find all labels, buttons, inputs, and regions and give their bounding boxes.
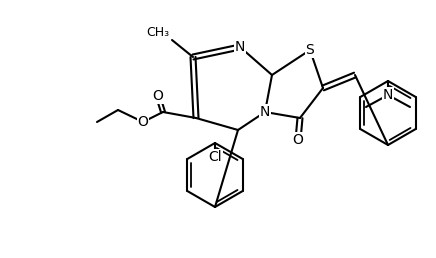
Text: N: N (235, 40, 245, 54)
Text: O: O (293, 133, 303, 147)
Text: N: N (260, 105, 270, 119)
Text: N: N (383, 88, 393, 102)
Text: S: S (306, 43, 314, 57)
Text: Cl: Cl (208, 150, 222, 164)
Text: O: O (138, 115, 148, 129)
Text: CH₃: CH₃ (146, 27, 170, 39)
Text: O: O (153, 89, 164, 103)
